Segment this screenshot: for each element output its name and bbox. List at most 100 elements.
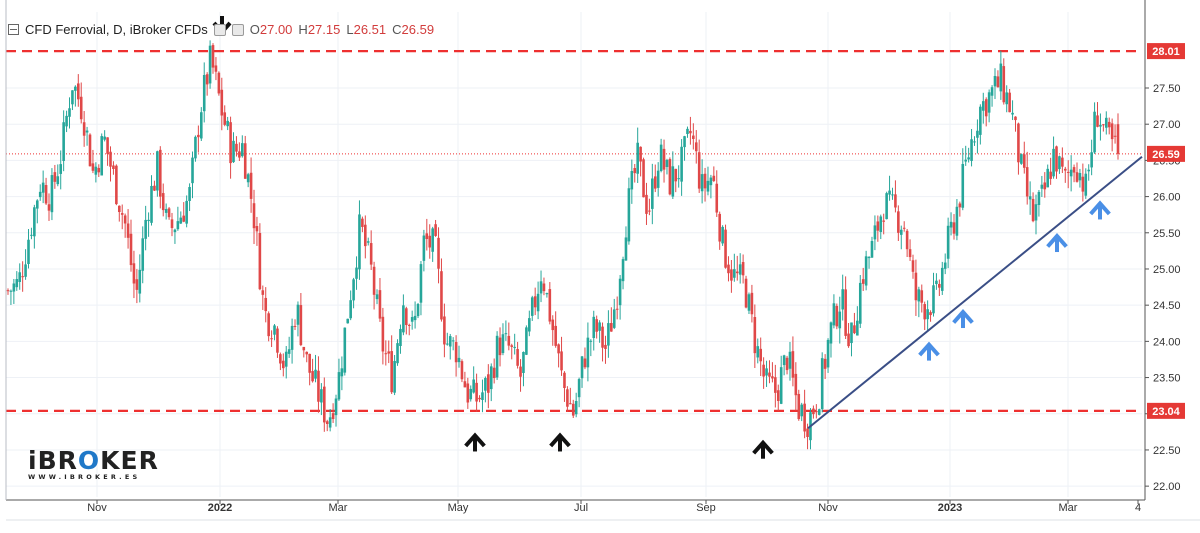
candle-body: [305, 351, 309, 355]
price-tag-box: [1147, 402, 1185, 419]
candle-body: [847, 333, 850, 347]
candle-body: [694, 142, 698, 152]
candle-body: [1055, 146, 1058, 172]
open-value: 27.00: [259, 22, 293, 37]
candle-body: [712, 175, 716, 181]
candle-body: [683, 136, 686, 148]
candle-body: [943, 262, 947, 269]
eye-icon[interactable]: [213, 23, 226, 36]
candle-body: [88, 134, 92, 167]
candle-body: [692, 135, 695, 139]
blue-up-arrow: [1046, 233, 1068, 253]
candle-body: [504, 333, 508, 335]
arrow-head: [1089, 200, 1111, 216]
arrow-head: [464, 432, 486, 448]
candle-body: [311, 371, 314, 382]
candle-body: [1081, 176, 1085, 192]
candle-body: [955, 206, 959, 236]
candle-body: [487, 374, 490, 393]
candle-body: [273, 325, 276, 335]
y-tick-label: 22.50: [1153, 445, 1181, 457]
candle-body: [153, 185, 156, 191]
candle-body: [651, 178, 654, 209]
candle-body: [1110, 123, 1114, 140]
candle-body: [604, 344, 607, 349]
candle-body: [35, 200, 39, 209]
candle-body: [882, 220, 885, 222]
candle-body: [220, 89, 224, 116]
candle-body: [911, 260, 915, 272]
candle-body: [1031, 198, 1035, 222]
candle-body: [645, 194, 648, 214]
collapse-icon[interactable]: [8, 24, 19, 35]
candle-body: [135, 279, 139, 290]
candle-body: [115, 165, 118, 205]
candle-body: [343, 327, 347, 373]
candle-body: [1072, 167, 1076, 173]
candle-body: [437, 237, 440, 269]
candle-body: [870, 241, 874, 258]
candle-body: [932, 285, 935, 314]
candle-body: [583, 358, 587, 368]
horizontal-levels: [6, 49, 1142, 412]
candle-body: [633, 168, 637, 174]
x-tick-label: 2023: [938, 502, 962, 514]
candle-body: [589, 340, 593, 342]
candle-body: [1104, 117, 1108, 128]
candle-body: [191, 157, 194, 184]
candle-body: [440, 271, 443, 320]
price-tag-label: 23.04: [1152, 406, 1180, 418]
candle-body: [59, 164, 63, 174]
candle-body: [466, 383, 470, 403]
candle-body: [1099, 124, 1102, 127]
candle-body: [598, 322, 601, 331]
candle-body: [545, 293, 549, 295]
candle-body: [618, 278, 622, 306]
candle-body: [926, 309, 929, 320]
candle-body: [557, 344, 560, 354]
candle-body: [50, 175, 54, 213]
y-tick-label: 26.00: [1153, 192, 1181, 204]
candle-body: [176, 221, 180, 230]
candle-body: [405, 308, 408, 326]
x-tick-label: 4: [1135, 502, 1141, 514]
candle-body: [528, 318, 531, 332]
candle-body: [744, 278, 748, 308]
x-tick-label: Mar: [329, 502, 348, 514]
candle-body: [1046, 168, 1050, 188]
candle-body: [580, 356, 584, 379]
candle-body: [375, 294, 379, 300]
candle-body: [577, 379, 581, 398]
candle-body: [261, 290, 265, 295]
candle-body: [1090, 152, 1093, 168]
candle-body: [735, 271, 739, 274]
y-tick-label: 25.50: [1153, 228, 1181, 240]
candle-body: [501, 334, 505, 354]
candle-body: [853, 325, 856, 334]
candle-body: [164, 208, 168, 213]
candle-body: [364, 224, 367, 247]
settings-icon[interactable]: [231, 23, 244, 36]
candle-body: [970, 139, 973, 161]
candle-body: [832, 303, 836, 326]
candle-body: [205, 74, 209, 85]
candle-body: [308, 353, 311, 373]
candle-body: [976, 130, 979, 138]
trend-line: [807, 156, 1143, 430]
candle-body: [812, 408, 815, 415]
candle-body: [1040, 184, 1044, 189]
candle-body: [902, 227, 906, 229]
candle-body: [282, 360, 285, 369]
y-tick-label: 23.50: [1153, 373, 1181, 385]
candle-body: [733, 269, 736, 278]
candle-body: [946, 225, 950, 259]
high-label: H: [298, 22, 308, 37]
candle-body: [1093, 111, 1096, 153]
candle-body: [179, 217, 183, 224]
candle-body: [1069, 169, 1073, 177]
candle-body: [235, 143, 238, 152]
candle-body: [569, 403, 572, 405]
candle-body: [82, 122, 86, 136]
candle-body: [68, 108, 71, 117]
